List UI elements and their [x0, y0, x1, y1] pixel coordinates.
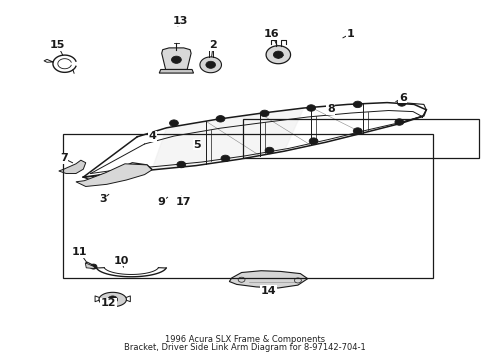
Circle shape: [273, 51, 283, 58]
Polygon shape: [85, 263, 95, 269]
Text: 1996 Acura SLX Frame & Components: 1996 Acura SLX Frame & Components: [165, 335, 325, 343]
Circle shape: [265, 147, 274, 154]
Circle shape: [307, 105, 316, 111]
Text: 13: 13: [172, 16, 188, 26]
Polygon shape: [266, 46, 291, 64]
Polygon shape: [99, 292, 126, 307]
Polygon shape: [76, 164, 152, 186]
Circle shape: [90, 264, 97, 269]
Text: 6: 6: [399, 93, 407, 103]
Polygon shape: [59, 160, 86, 174]
Text: 2: 2: [209, 40, 217, 50]
Polygon shape: [229, 271, 308, 288]
Text: 15: 15: [50, 40, 66, 50]
Circle shape: [397, 100, 406, 106]
Text: 12: 12: [101, 298, 117, 308]
Text: 9: 9: [158, 197, 166, 207]
Text: 4: 4: [149, 131, 157, 141]
Text: 17: 17: [176, 197, 192, 207]
Text: 3: 3: [99, 194, 107, 204]
Circle shape: [170, 120, 178, 126]
Circle shape: [221, 155, 230, 162]
Circle shape: [353, 128, 362, 134]
Circle shape: [206, 61, 216, 68]
Text: 1: 1: [346, 29, 354, 39]
Text: 14: 14: [261, 286, 276, 296]
Circle shape: [108, 296, 118, 303]
Text: Bracket, Driver Side Link Arm Diagram for 8-97142-704-1: Bracket, Driver Side Link Arm Diagram fo…: [124, 343, 366, 352]
Polygon shape: [159, 69, 194, 73]
Polygon shape: [162, 48, 191, 69]
Text: 10: 10: [114, 256, 129, 266]
Circle shape: [172, 56, 181, 63]
Text: 11: 11: [72, 247, 87, 257]
Circle shape: [260, 110, 269, 117]
Circle shape: [353, 101, 362, 108]
Circle shape: [309, 138, 318, 144]
Circle shape: [216, 116, 225, 122]
Text: 7: 7: [60, 153, 68, 163]
Polygon shape: [152, 108, 304, 170]
Polygon shape: [200, 57, 221, 73]
Text: 8: 8: [327, 104, 335, 114]
Bar: [63, 134, 433, 278]
Circle shape: [395, 119, 404, 125]
Text: 16: 16: [264, 29, 280, 39]
Text: 5: 5: [193, 140, 201, 150]
Bar: [243, 119, 479, 158]
Circle shape: [276, 53, 280, 56]
Circle shape: [177, 161, 186, 168]
